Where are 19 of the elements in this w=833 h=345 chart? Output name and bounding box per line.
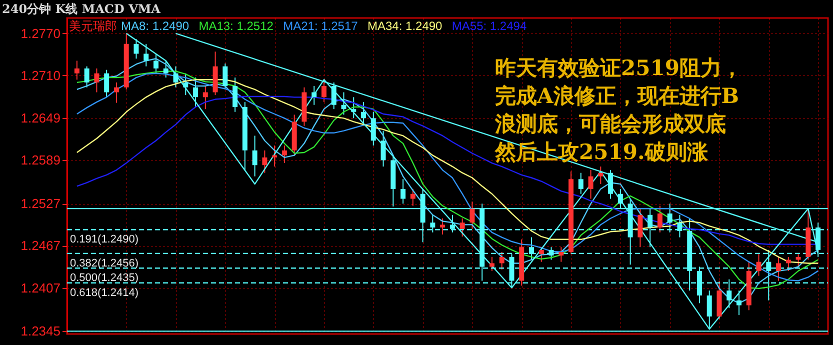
ref-line-label: 0.191(1.2490) [70,234,138,246]
text: MA55: 1.2494 [452,19,527,33]
ref-line-label: 0.382(1.2456) [70,257,138,270]
y-tick-label: 1.2345 [20,324,60,339]
y-tick-label: 1.2527 [20,196,60,212]
y-tick-label: 1.2467 [20,238,60,254]
y-tick-label: 1.2770 [20,26,60,41]
text: MA8: 1.2490 [121,19,190,33]
text: MA34: 1.2490 [368,19,443,33]
text: MA13: 1.2512 [198,19,274,33]
y-tick-label: 1.2710 [20,68,60,83]
ref-line-label: 0.500(1.2435) [70,272,138,284]
chart-title: 240分钟 K线 MACD VMA [2,2,162,16]
chart-subtitle: 美元瑞郎 [69,19,117,33]
ref-line-label: 0.618(1.2414) [70,286,138,299]
y-tick-label: 1.2649 [20,110,60,126]
y-tick-label: 1.2589 [20,152,60,168]
y-tick-label: 1.2407 [20,280,60,296]
text: MA21: 1.2517 [283,19,358,33]
